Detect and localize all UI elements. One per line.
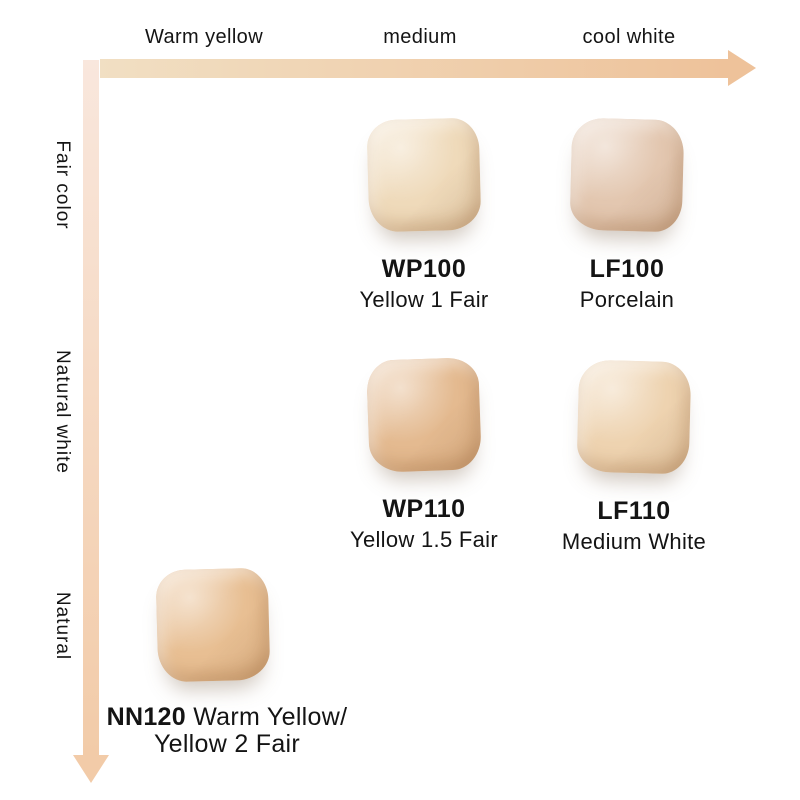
shade-code: LF110 [597, 497, 671, 525]
shade-code: WP100 [381, 255, 467, 283]
swatch-nn120-sample [155, 567, 271, 683]
swatch-wp110-sample [366, 357, 482, 473]
shade-name-line2: Yellow 2 Fair [153, 730, 301, 758]
swatch-wp110: WP110 Yellow 1.5 Fair [329, 357, 519, 552]
y-axis-label-fair-color: Fair color [52, 140, 73, 230]
shade-code: NN120 [106, 703, 186, 731]
x-axis-arrowhead-icon [728, 50, 756, 86]
swatch-nn120 [118, 567, 308, 683]
x-axis-label-cool-white: cool white [582, 26, 676, 48]
shade-name: Yellow 1 Fair [359, 286, 489, 312]
swatch-wp100: WP100 Yellow 1 Fair [329, 117, 519, 312]
swatch-lf110: LF110 Medium White [539, 359, 729, 554]
x-axis-label-warm-yellow: Warm yellow [144, 26, 264, 48]
shade-code: WP110 [382, 495, 466, 523]
swatch-nn120-label: NN120 Warm Yellow/ Yellow 2 Fair [97, 704, 357, 758]
y-axis-arrowhead-icon [73, 755, 109, 783]
shade-name: Medium White [561, 528, 707, 554]
shade-name: Warm Yellow/ [193, 703, 348, 731]
y-axis-label-natural-white: Natural white [52, 350, 73, 474]
swatch-lf100-sample [569, 117, 685, 233]
x-axis-label-medium: medium [383, 26, 457, 48]
shade-name: Yellow 1.5 Fair [350, 526, 498, 552]
swatch-lf100: LF100 Porcelain [532, 117, 722, 312]
y-axis-label-natural: Natural [52, 591, 73, 661]
swatch-wp100-sample [366, 117, 482, 233]
shade-code: LF100 [589, 255, 665, 283]
y-axis-arrow-shaft [83, 60, 99, 755]
shade-code-and-name: NN120 Warm Yellow/ [97, 704, 357, 731]
x-axis-arrow-shaft [100, 59, 729, 78]
shade-name: Porcelain [579, 286, 675, 312]
swatch-lf110-sample [576, 359, 692, 475]
